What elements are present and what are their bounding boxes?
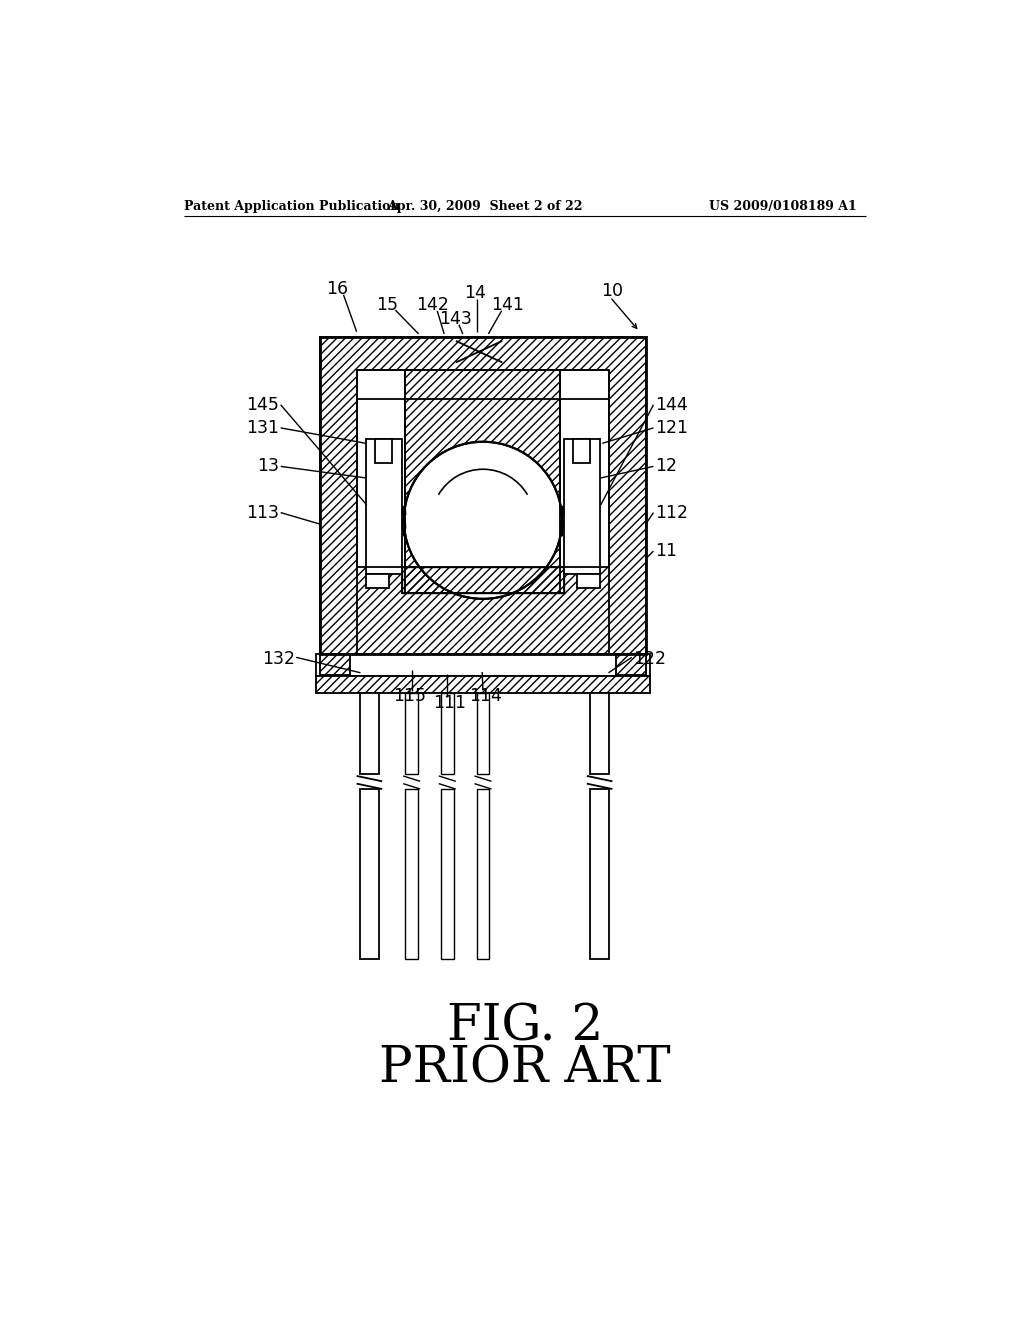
Bar bbox=[316, 676, 649, 693]
Text: 142: 142 bbox=[416, 296, 449, 314]
Bar bbox=[477, 693, 489, 774]
Bar bbox=[402, 566, 563, 594]
Text: 132: 132 bbox=[261, 649, 295, 668]
Bar bbox=[477, 789, 489, 960]
Text: 10: 10 bbox=[601, 282, 623, 300]
Bar bbox=[406, 370, 560, 594]
Text: 141: 141 bbox=[492, 296, 524, 314]
Text: 143: 143 bbox=[439, 310, 472, 327]
Bar bbox=[356, 370, 609, 566]
Bar bbox=[406, 693, 418, 774]
Bar bbox=[366, 440, 402, 574]
Text: 113: 113 bbox=[246, 504, 280, 521]
Bar bbox=[441, 789, 454, 960]
Text: 145: 145 bbox=[246, 396, 280, 413]
Text: 121: 121 bbox=[655, 418, 688, 437]
Text: 131: 131 bbox=[246, 418, 280, 437]
Text: 15: 15 bbox=[377, 296, 398, 314]
Bar bbox=[321, 337, 646, 653]
Bar bbox=[563, 440, 600, 574]
Text: Apr. 30, 2009  Sheet 2 of 22: Apr. 30, 2009 Sheet 2 of 22 bbox=[387, 201, 583, 213]
Bar bbox=[402, 566, 563, 594]
Text: 114: 114 bbox=[470, 686, 503, 705]
Text: 144: 144 bbox=[655, 396, 688, 413]
Bar bbox=[321, 653, 349, 675]
Text: 122: 122 bbox=[633, 649, 667, 668]
Circle shape bbox=[403, 442, 562, 599]
Bar bbox=[321, 337, 646, 653]
Bar bbox=[356, 370, 609, 379]
Text: FIG. 2: FIG. 2 bbox=[446, 1002, 603, 1051]
Text: 13: 13 bbox=[257, 458, 280, 475]
Bar bbox=[316, 676, 649, 693]
Bar bbox=[441, 693, 454, 774]
Bar bbox=[359, 693, 379, 774]
Text: 11: 11 bbox=[655, 543, 677, 560]
Bar bbox=[359, 789, 379, 960]
Text: 14: 14 bbox=[464, 284, 486, 302]
Text: 111: 111 bbox=[433, 694, 466, 711]
Bar bbox=[402, 566, 563, 594]
Bar bbox=[616, 653, 646, 675]
Text: US 2009/0108189 A1: US 2009/0108189 A1 bbox=[709, 201, 856, 213]
Bar bbox=[406, 370, 560, 594]
Text: Patent Application Publication: Patent Application Publication bbox=[183, 201, 399, 213]
Bar bbox=[572, 440, 590, 462]
Bar bbox=[577, 574, 600, 589]
Text: 16: 16 bbox=[327, 280, 348, 298]
Bar bbox=[321, 337, 646, 653]
Bar bbox=[356, 370, 609, 400]
Bar bbox=[321, 653, 349, 675]
Text: 115: 115 bbox=[393, 686, 426, 705]
Text: 112: 112 bbox=[655, 504, 688, 521]
Bar bbox=[616, 653, 646, 675]
Bar bbox=[316, 653, 649, 676]
Bar bbox=[406, 370, 560, 594]
Text: 12: 12 bbox=[655, 458, 677, 475]
Bar bbox=[375, 440, 392, 462]
Bar bbox=[590, 693, 609, 774]
Bar bbox=[406, 789, 418, 960]
Bar bbox=[366, 574, 389, 589]
Text: PRIOR ART: PRIOR ART bbox=[379, 1044, 671, 1093]
Bar bbox=[590, 789, 609, 960]
